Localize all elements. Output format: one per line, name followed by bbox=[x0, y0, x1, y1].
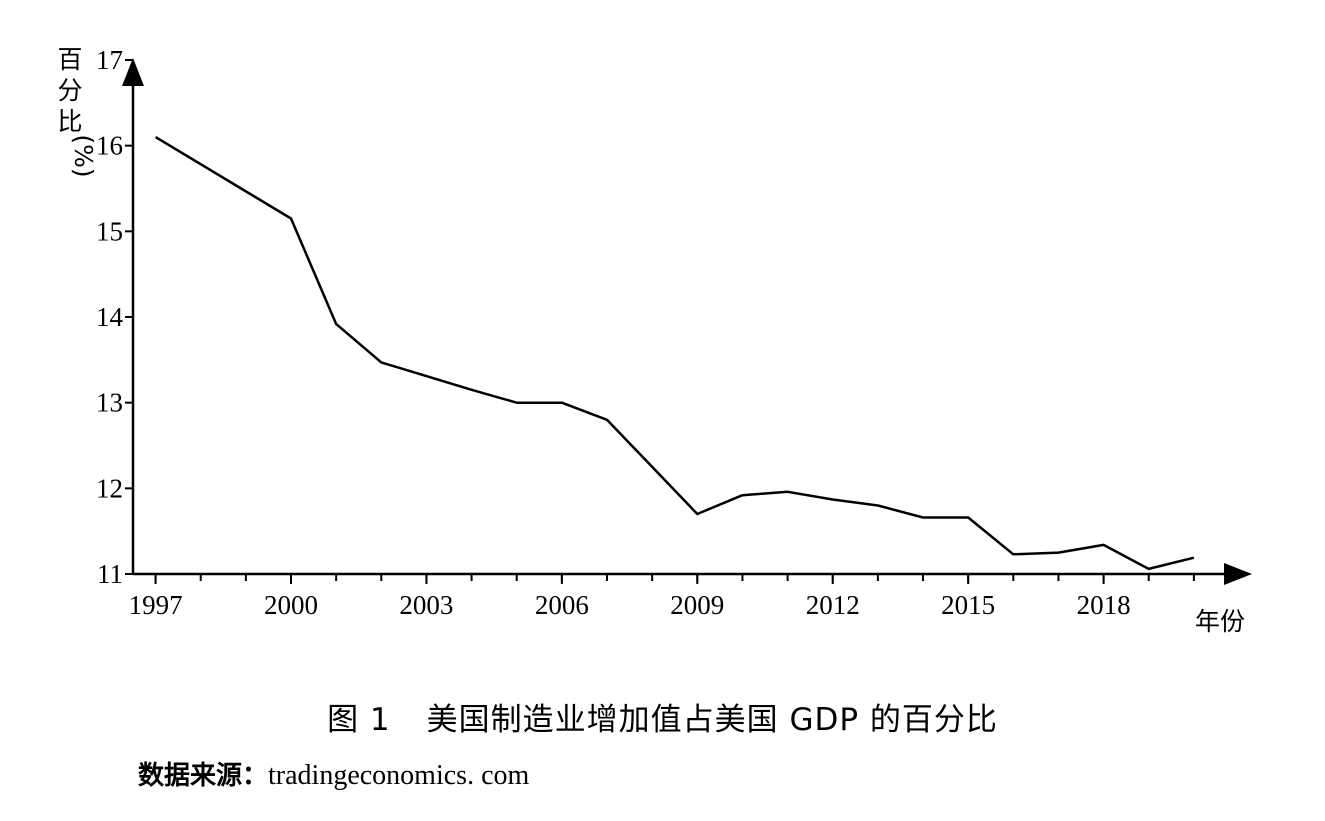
x-tick-label: 2018 bbox=[1077, 590, 1131, 620]
source-value: tradingeconomics. com bbox=[268, 760, 530, 791]
x-axis-arrow bbox=[1224, 563, 1252, 585]
series bbox=[154, 136, 1195, 571]
axis-titles: 年份 百分比(%) bbox=[57, 45, 1245, 636]
axes bbox=[122, 58, 1252, 585]
y-axis-title-char: 百 bbox=[57, 45, 82, 74]
y-axis-title-char: 比 bbox=[57, 107, 82, 136]
figure-caption: 图 1 美国制造业增加值占美国 GDP 的百分比 bbox=[0, 694, 1325, 739]
x-axis-title: 年份 bbox=[1195, 607, 1245, 636]
y-tick-label: 13 bbox=[96, 388, 123, 418]
y-axis-arrow bbox=[122, 58, 144, 86]
x-tick-label: 2009 bbox=[670, 590, 724, 620]
x-tick-label: 2003 bbox=[399, 590, 453, 620]
y-tick-label: 12 bbox=[96, 473, 123, 503]
source-label: 数据来源： bbox=[138, 761, 269, 791]
x-tick-label: 1997 bbox=[129, 590, 183, 620]
figure-number: 图 1 bbox=[327, 702, 391, 738]
x-tick-label: 2015 bbox=[941, 590, 995, 620]
series-line bbox=[154, 136, 1195, 571]
y-axis-title-part: (%) bbox=[69, 134, 98, 177]
y-axis-title-char: 分 bbox=[57, 76, 82, 105]
ticks bbox=[125, 59, 1195, 584]
y-tick-label: 16 bbox=[96, 131, 123, 161]
x-tick-label: 2000 bbox=[264, 590, 318, 620]
y-tick-label: 11 bbox=[97, 559, 123, 589]
x-tick-label: 2012 bbox=[806, 590, 860, 620]
line-chart: 1997 2000 2003 2006 2009 2012 2015 2018 11 12 13 14… bbox=[57, 45, 1252, 636]
data-source: 数据来源：tradingeconomics. com bbox=[138, 755, 529, 792]
x-tick-label: 2006 bbox=[535, 590, 589, 620]
y-tick-label: 14 bbox=[96, 302, 124, 332]
y-tick-label: 15 bbox=[96, 216, 123, 246]
y-tick-label: 17 bbox=[96, 45, 123, 75]
caption-text: 美国制造业增加值占美国 GDP 的百分比 bbox=[426, 702, 998, 738]
tick-labels: 1997 2000 2003 2006 2009 2012 2015 2018 11 12 13 14… bbox=[96, 45, 1131, 620]
y-axis-title: 百分比(%) bbox=[57, 45, 98, 178]
